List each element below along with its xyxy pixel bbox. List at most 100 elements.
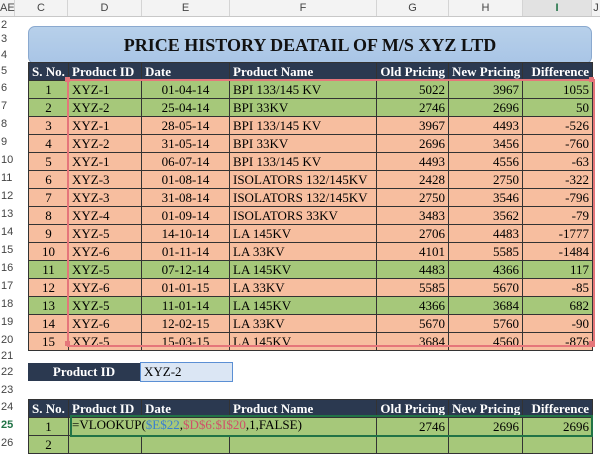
column-header-g[interactable]: G [377, 0, 449, 16]
cell-difference[interactable]: -760 [522, 134, 593, 153]
cell-date[interactable]: 01-01-15 [141, 278, 230, 297]
cell-date[interactable]: 01-04-14 [141, 80, 230, 99]
row-number[interactable]: 3 [1, 33, 8, 45]
cell-old-pricing[interactable]: 2746 [376, 98, 449, 117]
row-number[interactable]: 12 [1, 190, 14, 202]
cell-difference[interactable]: -796 [522, 188, 593, 207]
cell-new-pricing[interactable]: 2696 [448, 98, 523, 117]
cell-sno[interactable]: 8 [28, 206, 69, 225]
row-number[interactable]: 7 [1, 100, 8, 112]
cell-new-pricing[interactable]: 4493 [448, 116, 523, 135]
row-number[interactable]: 13 [1, 208, 14, 220]
column-header-h[interactable]: H [449, 0, 523, 16]
header-product-id[interactable]: Product ID [68, 62, 142, 81]
cell-date[interactable]: 11-01-14 [141, 296, 230, 315]
header-product-name[interactable]: Product Name [229, 399, 377, 418]
cell-difference[interactable]: -322 [522, 170, 593, 189]
cell-product-name[interactable]: BPI 133/145 KV [229, 152, 377, 171]
row-number[interactable]: 19 [1, 316, 14, 328]
lookup-cell-sno[interactable]: 2 [28, 435, 69, 454]
row-number[interactable]: 16 [1, 262, 14, 274]
cell-sno[interactable]: 2 [28, 98, 69, 117]
cell-new-pricing[interactable]: 4560 [448, 332, 523, 351]
cell-old-pricing[interactable]: 4101 [376, 242, 449, 261]
row-number[interactable]: 6 [1, 82, 8, 94]
header-difference[interactable]: Difference [522, 62, 593, 81]
cell-old-pricing[interactable]: 2428 [376, 170, 449, 189]
cell-product-name[interactable]: ISOLATORS 132/145KV [229, 188, 377, 207]
cell-difference[interactable]: -1777 [522, 224, 593, 243]
cell-date[interactable]: 07-12-14 [141, 260, 230, 279]
row-number-active[interactable]: 25 [1, 419, 14, 431]
cell-difference[interactable]: 682 [522, 296, 593, 315]
cell-difference[interactable]: -63 [522, 152, 593, 171]
cell-product-id[interactable]: XYZ-2 [68, 134, 142, 153]
lookup-cell-difference[interactable] [522, 435, 593, 454]
cell-new-pricing[interactable]: 4366 [448, 260, 523, 279]
cell-difference[interactable]: -85 [522, 278, 593, 297]
cell-difference[interactable]: -526 [522, 116, 593, 135]
row-number[interactable]: 20 [1, 334, 14, 346]
cell-product-name[interactable]: LA 145KV [229, 260, 377, 279]
column-header-j[interactable]: J [592, 0, 600, 16]
cell-old-pricing[interactable]: 5585 [376, 278, 449, 297]
header-difference[interactable]: Difference [522, 399, 593, 418]
header-new-pricing[interactable]: New Pricing [448, 399, 523, 418]
header-new-pricing[interactable]: New Pricing [448, 62, 523, 81]
header-old-pricing[interactable]: Old Pricing [376, 399, 449, 418]
column-header-f[interactable]: F [230, 0, 377, 16]
cell-sno[interactable]: 1 [28, 80, 69, 99]
cell-sno[interactable]: 6 [28, 170, 69, 189]
cell-sno[interactable]: 12 [28, 278, 69, 297]
header-date[interactable]: Date [141, 399, 230, 418]
lookup-product-id-cell[interactable]: XYZ-2 [140, 362, 233, 382]
row-number[interactable]: 14 [1, 226, 14, 238]
cell-date[interactable]: 01-11-14 [141, 242, 230, 261]
cell-product-name[interactable]: LA 33KV [229, 242, 377, 261]
cell-product-name[interactable]: LA 33KV [229, 278, 377, 297]
row-number[interactable]: 9 [1, 136, 8, 148]
cell-new-pricing[interactable]: 2750 [448, 170, 523, 189]
cell-date[interactable]: 06-07-14 [141, 152, 230, 171]
cell-sno[interactable]: 5 [28, 152, 69, 171]
cell-product-id[interactable]: XYZ-1 [68, 80, 142, 99]
cell-old-pricing[interactable]: 2750 [376, 188, 449, 207]
cell-new-pricing[interactable]: 3546 [448, 188, 523, 207]
cell-product-name[interactable]: BPI 33KV [229, 134, 377, 153]
cell-date[interactable]: 01-09-14 [141, 206, 230, 225]
header-product-id[interactable]: Product ID [68, 399, 142, 418]
cell-new-pricing[interactable]: 5670 [448, 278, 523, 297]
cell-new-pricing[interactable]: 4556 [448, 152, 523, 171]
column-header-i[interactable]: I [523, 0, 592, 16]
lookup-cell-sno[interactable]: 1 [28, 417, 69, 436]
header-old-pricing[interactable]: Old Pricing [376, 62, 449, 81]
lookup-cell-difference[interactable]: 2696 [522, 417, 593, 436]
lookup-cell-date[interactable] [141, 435, 230, 454]
cell-product-name[interactable]: ISOLATORS 132/145KV [229, 170, 377, 189]
row-number[interactable]: 26 [1, 437, 14, 449]
formula-edit-text[interactable]: =VLOOKUP($E$22,$D$6:$I$20,1,FALSE) [72, 417, 302, 433]
cell-old-pricing[interactable]: 3684 [376, 332, 449, 351]
cell-difference[interactable]: -876 [522, 332, 593, 351]
row-number[interactable]: 22 [1, 366, 14, 378]
cell-old-pricing[interactable]: 4366 [376, 296, 449, 315]
cell-sno[interactable]: 13 [28, 296, 69, 315]
cell-sno[interactable]: 7 [28, 188, 69, 207]
cell-sno[interactable]: 4 [28, 134, 69, 153]
cell-product-id[interactable]: XYZ-5 [68, 224, 142, 243]
cell-old-pricing[interactable]: 4483 [376, 260, 449, 279]
cell-product-id[interactable]: XYZ-5 [68, 296, 142, 315]
selection-handle[interactable] [65, 77, 70, 82]
cell-product-id[interactable]: XYZ-2 [68, 98, 142, 117]
lookup-cell-old-pricing[interactable] [376, 435, 449, 454]
cell-product-id[interactable]: XYZ-5 [68, 332, 142, 351]
row-number[interactable]: 8 [1, 118, 8, 130]
cell-new-pricing[interactable]: 5760 [448, 314, 523, 333]
cell-date[interactable]: 14-10-14 [141, 224, 230, 243]
cell-old-pricing[interactable]: 3483 [376, 206, 449, 225]
cell-product-name[interactable]: LA 33KV [229, 314, 377, 333]
cell-product-name[interactable]: ISOLATORS 33KV [229, 206, 377, 225]
cell-new-pricing[interactable]: 3456 [448, 134, 523, 153]
lookup-cell-old-pricing[interactable]: 2746 [376, 417, 449, 436]
row-number[interactable]: 21 [1, 350, 14, 362]
